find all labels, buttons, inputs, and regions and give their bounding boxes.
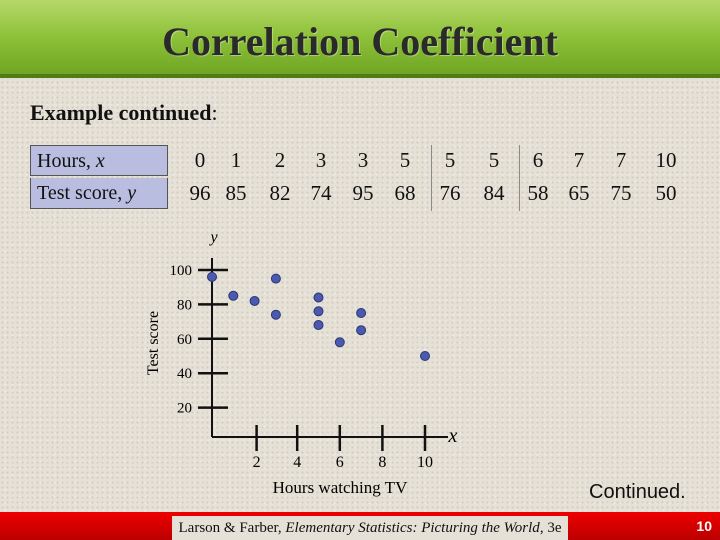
data-point: [249, 295, 260, 306]
data-point: [270, 309, 281, 320]
data-point: [207, 271, 217, 282]
y-tick-label: 60: [177, 332, 192, 348]
table-cell-y: 68: [394, 181, 416, 205]
data-point: [420, 351, 430, 361]
row-header-y: Test score, y: [30, 178, 168, 209]
table-cell-y: 75: [610, 181, 632, 205]
table-cell-y: 96: [189, 181, 211, 205]
y-axis-var: y: [208, 229, 218, 246]
x-axis-var: x: [448, 425, 458, 447]
row-header-x: Hours, x: [30, 145, 168, 176]
data-point: [313, 292, 324, 303]
y-axis-label: Test score: [145, 311, 162, 375]
continued-note: Continued.: [589, 481, 686, 503]
table-cell-x: 3: [357, 148, 369, 172]
row-header-x-label: Hours,: [37, 150, 96, 172]
data-point: [228, 290, 239, 301]
table-cell-x: 5: [444, 148, 456, 172]
y-tick-label: 40: [177, 366, 192, 382]
table-row-y: Test score, y 96 85 82 74 95 68 76 84 58 65 75 50: [30, 178, 690, 211]
data-table: Hours, x 0 1 2 3 3 5 5 5 6 7 7 10 Test score, y 96 8…: [30, 145, 690, 211]
x-axis-label: Hours watching TV: [273, 478, 408, 497]
table-cell-x: 7: [573, 148, 585, 172]
subtitle-text: Example continued: [30, 100, 212, 125]
footer-book-title: Elementary Statistics: Picturing the Wor…: [285, 520, 540, 536]
footer-citation: Larson & Farber, Elementary Statistics: …: [172, 516, 568, 540]
table-cell-x: 3: [315, 148, 327, 172]
subtitle: Example continued:: [30, 100, 218, 126]
table-cell-x: 7: [615, 148, 627, 172]
row-header-y-var: y: [127, 182, 137, 204]
slide-title: Correlation Coefficient: [162, 19, 558, 64]
page-number: 10: [696, 518, 712, 534]
table-divider: [519, 145, 520, 211]
table-cell-y: 85: [225, 181, 247, 205]
row-header-y-label: Test score,: [37, 182, 128, 204]
table-cell-x: 2: [274, 148, 286, 172]
x-tick-label: 2: [253, 454, 261, 471]
footer-prefix: Larson & Farber,: [178, 520, 286, 536]
x-tick-label: 10: [417, 454, 433, 471]
table-cell-x: 6: [532, 148, 544, 172]
table-row-x: Hours, x 0 1 2 3 3 5 5 5 6 7 7 10: [30, 145, 690, 178]
footer-suffix: , 3e: [539, 520, 562, 536]
data-point: [313, 320, 324, 331]
data-point: [356, 308, 367, 318]
subtitle-colon: :: [211, 100, 218, 125]
table-cell-y: 84: [483, 181, 505, 205]
data-point: [313, 306, 324, 317]
table-cell-y: 50: [655, 181, 677, 205]
chart-axes: [211, 258, 448, 438]
table-cell-y: 76: [439, 181, 461, 205]
data-point: [356, 325, 367, 336]
data-point: [334, 337, 345, 348]
table-cell-x: 10: [655, 148, 677, 172]
x-tick-label: 4: [293, 454, 301, 471]
y-tick-label: 100: [170, 263, 193, 279]
table-cell-y: 58: [527, 181, 549, 205]
y-tick-label: 80: [177, 297, 192, 313]
title-bar: [0, 0, 720, 78]
chart-ticks: 100 80 60 40 20 2 4 6 8 10: [170, 263, 434, 471]
table-cell-y: 82: [269, 181, 291, 205]
table-cell-x: 5: [399, 148, 411, 172]
table-cell-x: 1: [230, 148, 242, 172]
row-header-x-var: x: [95, 150, 105, 172]
table-cell-x: 5: [488, 148, 500, 172]
table-cell-y: 65: [568, 181, 590, 205]
y-tick-label: 20: [177, 401, 192, 417]
x-tick-label: 6: [336, 454, 344, 471]
table-cell-y: 95: [352, 181, 374, 205]
chart-points: [207, 271, 430, 361]
data-point: [270, 273, 281, 284]
table-cell-y: 74: [310, 181, 332, 205]
table-cell-x: 0: [194, 148, 206, 172]
x-tick-label: 8: [378, 454, 386, 471]
table-divider: [431, 145, 432, 211]
